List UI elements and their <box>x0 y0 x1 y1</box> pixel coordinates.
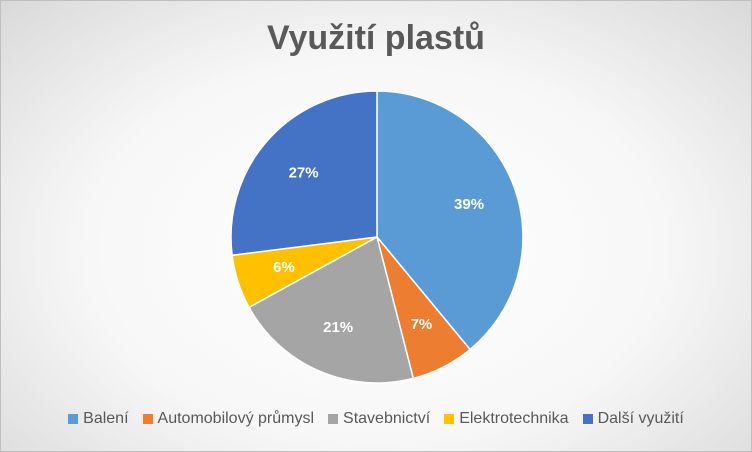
data-label-2: 21% <box>323 319 353 336</box>
legend-label-3: Elektrotechnika <box>459 410 569 427</box>
legend-item-4: Další využití <box>582 410 684 428</box>
data-label-4: 27% <box>289 164 319 181</box>
pie-slice-4 <box>230 90 378 257</box>
legend-swatch-1 <box>142 414 153 424</box>
legend-label-2: Stavebnictví <box>343 410 431 427</box>
legend-swatch-2 <box>328 414 339 424</box>
data-label-1: 7% <box>411 316 433 333</box>
pie-slice-0 <box>376 90 524 351</box>
data-label-0: 39% <box>454 196 484 213</box>
legend-label-4: Další využití <box>597 410 684 427</box>
legend-item-3: Elektrotechnika <box>444 410 569 428</box>
legend-swatch-3 <box>444 414 455 424</box>
legend-item-0: Balení <box>68 410 129 428</box>
legend-label-1: Automobilový průmysl <box>157 410 315 427</box>
chart-title: Využití plastů <box>267 19 485 57</box>
legend-swatch-4 <box>582 414 593 424</box>
pie-slice-2 <box>248 235 415 384</box>
legend-swatch-0 <box>68 414 79 424</box>
legend-item-1: Automobilový průmysl <box>142 410 315 428</box>
legend-item-2: Stavebnictví <box>328 410 430 428</box>
legend-label-0: Balení <box>83 410 129 427</box>
data-label-3: 6% <box>273 259 295 276</box>
legend: Balení Automobilový průmysl Stavebnictví El… <box>1 410 751 428</box>
